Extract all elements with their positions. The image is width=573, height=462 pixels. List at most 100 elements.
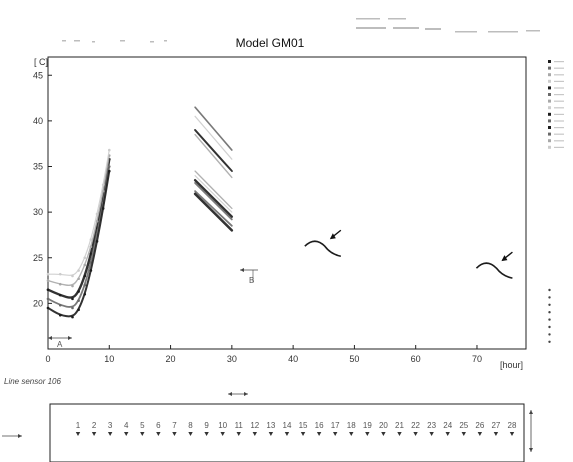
- legend-swatch: [548, 112, 551, 116]
- x-tick-label: 40: [288, 354, 298, 364]
- series-point: [107, 165, 111, 168]
- y-tick-label: 45: [33, 70, 43, 80]
- sensor-marker: [268, 432, 274, 436]
- series-point: [83, 283, 87, 287]
- sensor-marker: [140, 432, 145, 436]
- series-line-3-part-2: [194, 170, 233, 210]
- sensor-panel-frame: [49, 403, 525, 462]
- sensor-label: 12: [250, 421, 259, 430]
- legend-entry-mark: [554, 74, 564, 76]
- phase-marker-left: A: [48, 336, 72, 349]
- header-marks: [62, 18, 540, 43]
- x-tick-label: 30: [227, 354, 237, 364]
- sensor-marker: [332, 432, 338, 436]
- series-layer: [46, 106, 234, 319]
- sensor-marker: [91, 432, 97, 436]
- series-point: [71, 274, 74, 278]
- series-point: [89, 238, 93, 241]
- sensor-label: 17: [331, 421, 340, 430]
- sensor-label: 21: [395, 421, 404, 430]
- sensor-label: 20: [379, 421, 388, 430]
- sensor-label: 11: [235, 421, 244, 430]
- series-point: [77, 308, 80, 312]
- series-point: [71, 297, 74, 301]
- sensor-label: 4: [124, 421, 129, 430]
- series-point: [77, 277, 80, 281]
- legend-swatch: [548, 93, 551, 96]
- legend-swatch: [548, 73, 551, 77]
- sensor-label: 9: [204, 421, 209, 430]
- annotation-curve-1: [304, 240, 342, 258]
- y-tick-label: 20: [33, 298, 43, 308]
- series-point: [46, 306, 50, 310]
- series-line-9: [193, 192, 234, 232]
- series-line-7: [194, 133, 233, 179]
- sensor-label: 25: [459, 421, 468, 430]
- sensor-label: 2: [92, 421, 97, 430]
- sensor-marker: [236, 432, 241, 436]
- sensor-marker: [107, 432, 113, 436]
- series-line-10: [194, 182, 233, 221]
- y-axis-unit: [ C]: [34, 57, 48, 67]
- series-line-8: [194, 175, 233, 213]
- series-point: [58, 293, 62, 297]
- y-tick-label: 30: [33, 207, 43, 217]
- legend-dot: [548, 325, 551, 329]
- series-point: [58, 303, 62, 307]
- lower-panel-label: Line sensor 106: [4, 377, 61, 386]
- sensor-label: 23: [427, 421, 436, 430]
- series-point: [101, 183, 105, 187]
- legend-dot: [548, 303, 551, 306]
- legend: [548, 60, 564, 343]
- phase-marker-mid: B: [240, 268, 258, 285]
- legend-entry-mark: [554, 113, 564, 115]
- x-axis-unit: [hour]: [500, 360, 523, 370]
- sensor-label: 10: [218, 421, 227, 430]
- series-point: [83, 292, 87, 296]
- sensor-marker: [316, 432, 322, 436]
- legend-swatch: [548, 139, 551, 143]
- sensor-label: 16: [315, 421, 324, 430]
- legend-entry-mark: [554, 67, 564, 69]
- annotation-layer: [304, 229, 513, 279]
- sensor-marker: [252, 432, 258, 436]
- legend-dot: [548, 333, 551, 336]
- legend-swatch: [548, 126, 551, 129]
- x-tick-label: 70: [472, 354, 482, 364]
- sensor-marker: [461, 432, 466, 436]
- series-point: [58, 272, 62, 276]
- sensor-label: 27: [491, 421, 500, 430]
- series-point: [101, 207, 105, 210]
- legend-entry-mark: [554, 80, 564, 82]
- legend-entry-mark: [554, 133, 564, 135]
- series-line-1-part-2: [193, 178, 234, 218]
- legend-entry-mark: [554, 140, 564, 142]
- sensor-panel-marks: [2, 392, 533, 452]
- annotation-arrowhead-2: [501, 255, 508, 262]
- x-tick-label: 0: [45, 354, 50, 364]
- series-point: [46, 288, 50, 291]
- x-tick-label: 10: [104, 354, 114, 364]
- sensor-marker: [493, 432, 499, 436]
- sensor-label: 5: [140, 421, 145, 430]
- sensor-label: 15: [299, 421, 308, 430]
- legend-entry-mark: [554, 100, 564, 102]
- legend-entry-mark: [554, 120, 564, 122]
- sensor-marker: [397, 432, 402, 436]
- series-point: [71, 284, 74, 288]
- sensor-marker: [188, 432, 193, 436]
- legend-swatch: [548, 66, 551, 70]
- sensor-label: 22: [411, 421, 420, 430]
- sensor-marker: [172, 432, 177, 436]
- series-point: [107, 148, 111, 152]
- y-tick-label: 40: [33, 116, 43, 126]
- series-point: [77, 290, 80, 293]
- sensor-label: 19: [363, 421, 372, 430]
- sensor-marker: [365, 432, 370, 436]
- sensor-marker: [349, 432, 354, 436]
- series-line-4-part-2: [194, 115, 233, 160]
- legend-swatch: [548, 60, 551, 63]
- x-tick-label: 60: [411, 354, 421, 364]
- legend-swatch: [548, 132, 551, 136]
